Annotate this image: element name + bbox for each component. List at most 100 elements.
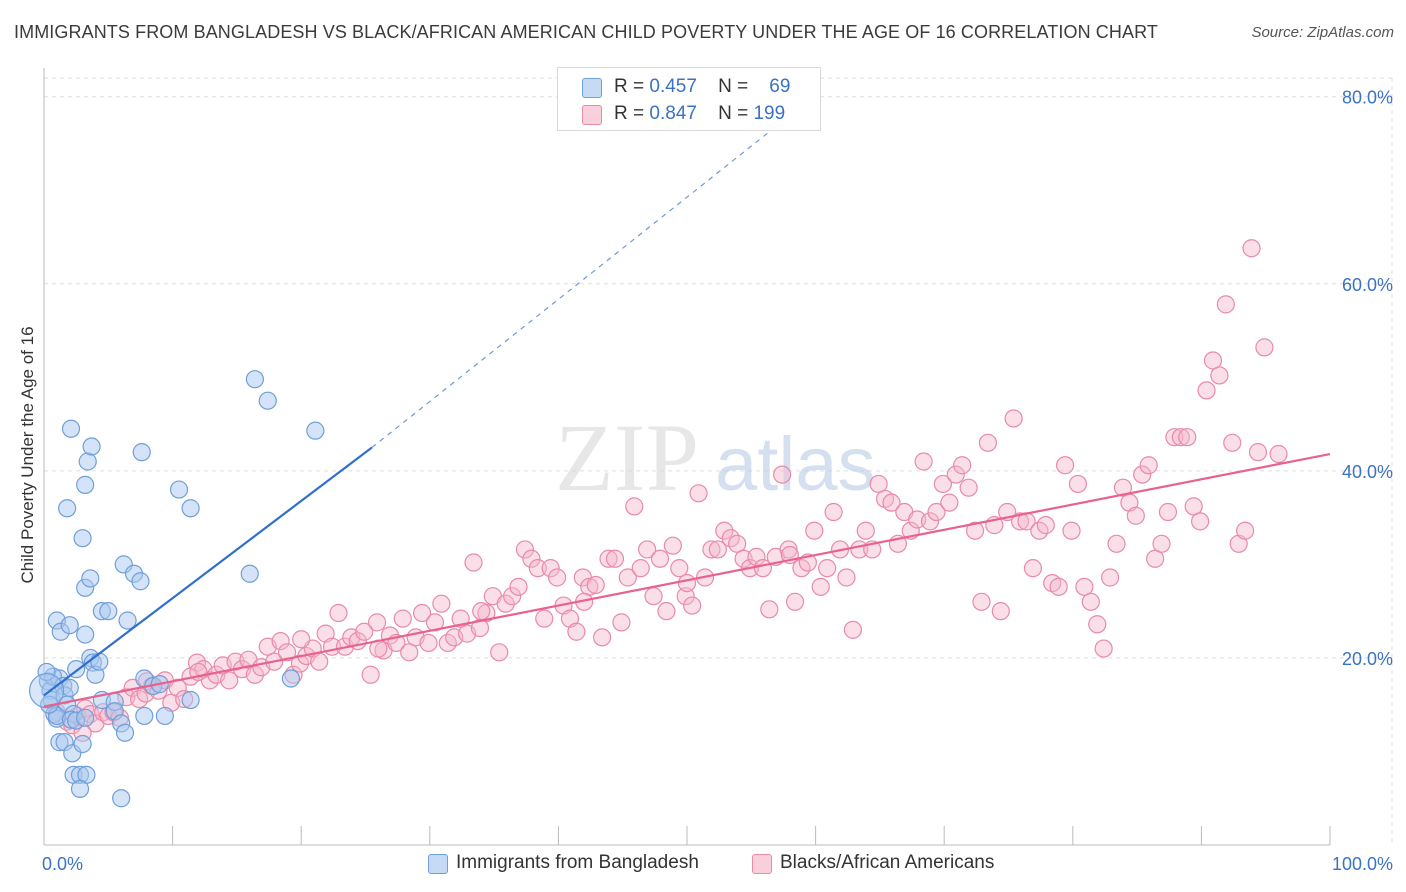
data-point-black-african-american bbox=[1113, 478, 1133, 497]
x-tick-label: 0.0% bbox=[42, 854, 83, 874]
data-point-black-african-american bbox=[515, 540, 535, 559]
data-point-black-african-american bbox=[618, 568, 637, 587]
y-tick-label: 60.0% bbox=[1342, 275, 1393, 295]
data-point-black-african-american bbox=[1100, 568, 1120, 587]
data-point-black-african-american bbox=[843, 620, 862, 639]
x-tick-label: 100.0% bbox=[1332, 854, 1393, 874]
data-point-black-african-american bbox=[1216, 295, 1235, 314]
blue-series bbox=[28, 370, 325, 808]
bottom-legend-label: Blacks/African Americans bbox=[780, 852, 995, 873]
data-point-black-african-american bbox=[1107, 534, 1126, 553]
data-point-black-african-american bbox=[586, 575, 605, 595]
data-point-black-african-american bbox=[1146, 549, 1165, 568]
data-point-bangladesh bbox=[155, 706, 174, 726]
data-point-black-african-american bbox=[946, 465, 965, 484]
data-point-black-african-american bbox=[1004, 409, 1023, 428]
data-point-black-african-american bbox=[1269, 444, 1288, 464]
data-point-black-african-american bbox=[1062, 521, 1081, 540]
data-point-black-african-american bbox=[1158, 502, 1178, 522]
data-point-black-african-american bbox=[1191, 512, 1210, 531]
legend-r-value: 0.847 bbox=[649, 103, 697, 124]
data-point-black-african-american bbox=[1184, 497, 1203, 516]
data-point-black-african-american bbox=[882, 493, 901, 512]
watermark-zip: ZIP bbox=[555, 404, 699, 511]
data-point-black-african-american bbox=[1171, 428, 1190, 447]
data-point-black-african-american bbox=[773, 465, 792, 484]
data-point-black-african-american bbox=[785, 592, 805, 611]
data-point-black-african-american bbox=[760, 600, 779, 619]
legend-n-value: 69 bbox=[769, 76, 791, 97]
data-point-black-african-american bbox=[329, 603, 348, 623]
data-point-black-african-american bbox=[400, 643, 419, 662]
axes bbox=[43, 68, 1331, 846]
data-point-black-african-american bbox=[361, 665, 380, 684]
data-point-black-african-american bbox=[631, 559, 650, 578]
data-point-black-african-american bbox=[432, 594, 451, 613]
data-point-black-african-american bbox=[856, 521, 875, 540]
data-point-black-african-american bbox=[965, 521, 985, 540]
data-point-bangladesh bbox=[58, 499, 77, 518]
data-point-black-african-american bbox=[1068, 474, 1088, 494]
data-point-bangladesh bbox=[90, 652, 109, 671]
data-point-black-african-american bbox=[676, 587, 695, 606]
data-point-black-african-american bbox=[355, 622, 374, 641]
data-point-black-african-american bbox=[1036, 516, 1055, 535]
data-point-black-african-american bbox=[1152, 534, 1171, 553]
data-point-bangladesh bbox=[78, 452, 97, 471]
data-point-black-african-american bbox=[464, 553, 483, 572]
legend-r-label: R = bbox=[614, 76, 645, 97]
data-point-black-african-american bbox=[638, 540, 657, 559]
data-point-bangladesh bbox=[81, 569, 100, 588]
data-point-black-african-american bbox=[927, 502, 946, 522]
data-point-black-african-american bbox=[747, 547, 766, 567]
data-point-bangladesh bbox=[258, 391, 277, 410]
data-point-black-african-american bbox=[702, 540, 721, 559]
data-point-bangladesh bbox=[73, 734, 92, 754]
legend-r-value: 0.457 bbox=[649, 76, 697, 97]
data-point-bangladesh bbox=[99, 602, 118, 621]
data-point-black-african-american bbox=[670, 559, 689, 578]
data-point-bangladesh bbox=[240, 564, 259, 583]
data-point-black-african-american bbox=[490, 643, 509, 662]
trend-line-bangladesh bbox=[43, 446, 373, 697]
data-point-black-african-american bbox=[560, 609, 580, 628]
data-point-bangladesh bbox=[306, 421, 325, 440]
trend-line-black-african-american bbox=[43, 452, 1331, 708]
data-point-black-african-american bbox=[1055, 456, 1075, 475]
data-point-black-african-american bbox=[528, 559, 547, 578]
data-point-black-african-american bbox=[837, 568, 856, 587]
data-point-bangladesh bbox=[73, 529, 92, 548]
trend-line-bangladesh-extension bbox=[371, 114, 791, 448]
data-point-black-african-american bbox=[663, 536, 682, 555]
data-point-black-african-american bbox=[644, 587, 663, 606]
data-point-black-african-american bbox=[689, 484, 708, 503]
data-point-black-african-american bbox=[1139, 456, 1158, 475]
data-point-black-african-american bbox=[1197, 381, 1216, 400]
data-point-bangladesh bbox=[76, 475, 95, 494]
data-point-black-african-american bbox=[683, 596, 702, 615]
data-point-black-african-american bbox=[503, 587, 522, 606]
data-point-black-african-american bbox=[509, 577, 528, 596]
data-point-black-african-american bbox=[1010, 512, 1030, 531]
data-point-bangladesh bbox=[131, 572, 150, 591]
data-point-black-african-american bbox=[290, 654, 310, 673]
data-point-black-african-american bbox=[1133, 465, 1152, 484]
data-point-black-african-american bbox=[316, 624, 335, 643]
data-point-bangladesh bbox=[37, 662, 56, 682]
data-point-black-african-american bbox=[869, 474, 888, 494]
data-point-black-african-american bbox=[1088, 615, 1107, 634]
data-point-bangladesh bbox=[118, 611, 137, 630]
data-point-black-african-american bbox=[920, 512, 940, 531]
data-point-black-african-american bbox=[1242, 239, 1261, 258]
data-point-black-african-american bbox=[1248, 443, 1268, 462]
data-point-bangladesh bbox=[135, 706, 154, 726]
data-point-black-african-american bbox=[1203, 351, 1223, 370]
data-point-bangladesh-cluster bbox=[28, 673, 65, 709]
data-point-bangladesh bbox=[132, 443, 151, 462]
legend-swatch-blue bbox=[582, 78, 602, 98]
source-label: Source: ZipAtlas.com bbox=[1251, 24, 1394, 41]
y-tick-label: 40.0% bbox=[1342, 462, 1393, 482]
data-point-black-african-american bbox=[657, 602, 676, 621]
data-point-black-african-american bbox=[605, 549, 625, 568]
data-point-black-african-american bbox=[1210, 366, 1229, 385]
